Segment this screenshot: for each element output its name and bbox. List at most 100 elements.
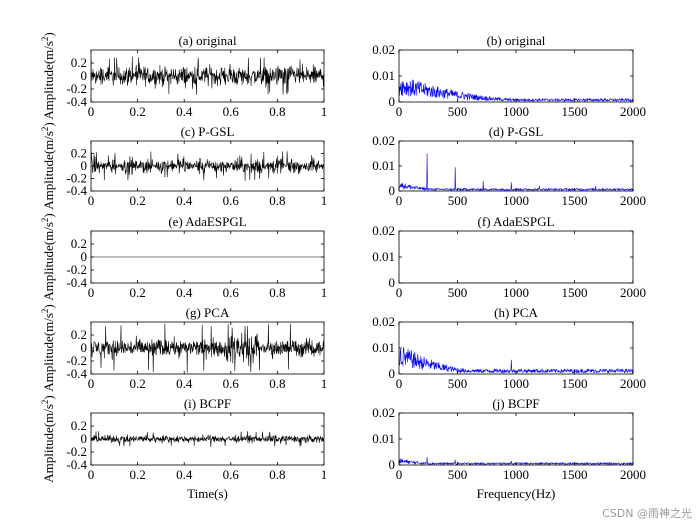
data-series-b: [399, 76, 633, 102]
panel-title-d: (d) P-GSL: [489, 124, 544, 139]
y-tick-label-f-0: 0.02: [372, 223, 395, 238]
x-tick-label-g-4: 0.8: [269, 376, 285, 391]
y-tick-label-g-1: 0: [81, 340, 88, 355]
x-tick-label-i-2: 0.4: [176, 467, 193, 482]
x-tick-label-c-1: 0.2: [129, 193, 145, 208]
y-tick-label-f-2: 0: [389, 275, 396, 290]
x-tick-label-c-0: 0: [88, 193, 95, 208]
y-tick-label-g-2: -0.2: [66, 353, 87, 368]
x-tick-label-h-4: 2000: [620, 376, 646, 391]
x-tick-label-h-0: 0: [396, 376, 403, 391]
y-tick-label-h-0: 0.02: [372, 314, 395, 329]
y-tick-label-b-0: 0.02: [372, 42, 395, 57]
x-tick-label-a-1: 0.2: [129, 104, 145, 119]
panel-title-j: (j) BCPF: [492, 396, 539, 411]
y-tick-label-d-1: 0.01: [372, 158, 395, 173]
x-tick-label-b-4: 2000: [620, 104, 646, 119]
x-tick-label-j-0: 0: [396, 467, 403, 482]
y-tick-label-e-2: -0.2: [66, 262, 87, 277]
panel-title-e: (e) AdaESPGL: [168, 214, 246, 229]
y-tick-label-c-0: 0.2: [71, 146, 87, 161]
x-tick-label-d-4: 2000: [620, 193, 646, 208]
x-tick-label-i-0: 0: [88, 467, 95, 482]
x-tick-label-f-1: 500: [448, 285, 468, 300]
axes-box-f: [398, 230, 634, 284]
x-tick-label-f-2: 1000: [503, 285, 529, 300]
x-tick-label-b-2: 1000: [503, 104, 529, 119]
y-tick-label-b-1: 0.01: [372, 68, 395, 83]
y-axis-label-a: Amplitude(m/s2): [40, 32, 56, 120]
x-tick-label-g-5: 1: [321, 376, 328, 391]
y-tick-label-j-2: 0: [389, 457, 396, 472]
x-tick-label-f-4: 2000: [620, 285, 646, 300]
x-tick-label-g-2: 0.4: [176, 376, 193, 391]
x-tick-label-d-1: 500: [448, 193, 468, 208]
y-tick-label-c-3: -0.4: [66, 183, 87, 198]
x-tick-label-c-4: 0.8: [269, 193, 285, 208]
y-tick-label-i-0: 0.2: [71, 418, 87, 433]
x-tick-label-e-1: 0.2: [129, 285, 145, 300]
panel-title-b: (b) original: [487, 33, 546, 48]
y-tick-label-b-2: 0: [389, 94, 396, 109]
data-series-i: [91, 431, 324, 447]
x-tick-label-c-2: 0.4: [176, 193, 193, 208]
x-tick-label-d-0: 0: [396, 193, 403, 208]
y-tick-label-g-3: -0.4: [66, 366, 87, 381]
x-tick-label-i-3: 0.6: [223, 467, 240, 482]
panel-title-f: (f) AdaESPGL: [478, 214, 555, 229]
x-tick-label-d-2: 1000: [503, 193, 529, 208]
panel-title-h: (h) PCA: [494, 305, 538, 320]
x-axis-label-j: Frequency(Hz): [477, 486, 556, 501]
y-tick-label-i-1: 0: [81, 431, 88, 446]
panel-title-i: (i) BCPF: [184, 396, 231, 411]
x-tick-label-j-3: 1500: [562, 467, 588, 482]
y-tick-label-j-1: 0.01: [372, 431, 395, 446]
x-tick-label-e-0: 0: [88, 285, 95, 300]
x-tick-label-c-3: 0.6: [223, 193, 240, 208]
y-tick-label-h-2: 0: [389, 366, 396, 381]
x-tick-label-h-1: 500: [448, 376, 468, 391]
x-tick-label-a-0: 0: [88, 104, 95, 119]
y-tick-label-c-2: -0.2: [66, 171, 87, 186]
x-tick-label-a-4: 0.8: [269, 104, 285, 119]
x-tick-label-g-0: 0: [88, 376, 95, 391]
x-tick-label-e-2: 0.4: [176, 285, 193, 300]
x-tick-label-f-0: 0: [396, 285, 403, 300]
y-tick-label-a-3: -0.4: [66, 94, 87, 109]
axes-box-d: [398, 140, 634, 192]
y-tick-label-g-0: 0.2: [71, 327, 87, 342]
y-tick-label-a-1: 0: [81, 68, 88, 83]
x-tick-label-i-1: 0.2: [129, 467, 145, 482]
y-tick-label-c-1: 0: [81, 158, 88, 173]
y-axis-label-e: Amplitude(m/s2): [40, 213, 56, 301]
x-tick-label-c-5: 1: [321, 193, 328, 208]
x-tick-label-i-4: 0.8: [269, 467, 285, 482]
x-tick-label-b-0: 0: [396, 104, 403, 119]
x-tick-label-h-3: 1500: [562, 376, 588, 391]
y-tick-label-d-0: 0.02: [372, 133, 395, 148]
x-tick-label-a-3: 0.6: [223, 104, 240, 119]
panel-title-g: (g) PCA: [186, 305, 230, 320]
y-tick-label-e-1: 0: [81, 249, 88, 264]
x-tick-label-h-2: 1000: [503, 376, 529, 391]
x-tick-label-j-2: 1000: [503, 467, 529, 482]
x-tick-label-a-2: 0.4: [176, 104, 193, 119]
y-tick-label-e-3: -0.4: [66, 275, 87, 290]
x-tick-label-j-1: 500: [448, 467, 468, 482]
x-tick-label-e-5: 1: [321, 285, 328, 300]
data-series-d: [399, 153, 633, 191]
x-tick-label-b-3: 1500: [562, 104, 588, 119]
x-tick-label-e-4: 0.8: [269, 285, 285, 300]
y-axis-label-c: Amplitude(m/s2): [40, 122, 56, 210]
x-tick-label-e-3: 0.6: [223, 285, 240, 300]
data-series-a: [91, 56, 324, 95]
x-tick-label-i-5: 1: [321, 467, 328, 482]
y-tick-label-j-0: 0.02: [372, 405, 395, 420]
y-tick-label-d-2: 0: [389, 183, 396, 198]
y-tick-label-f-1: 0.01: [372, 249, 395, 264]
watermark-text: CSDN @雨神之光: [602, 507, 692, 520]
x-tick-label-a-5: 1: [321, 104, 328, 119]
data-series-g: [91, 323, 324, 373]
x-tick-label-g-1: 0.2: [129, 376, 145, 391]
